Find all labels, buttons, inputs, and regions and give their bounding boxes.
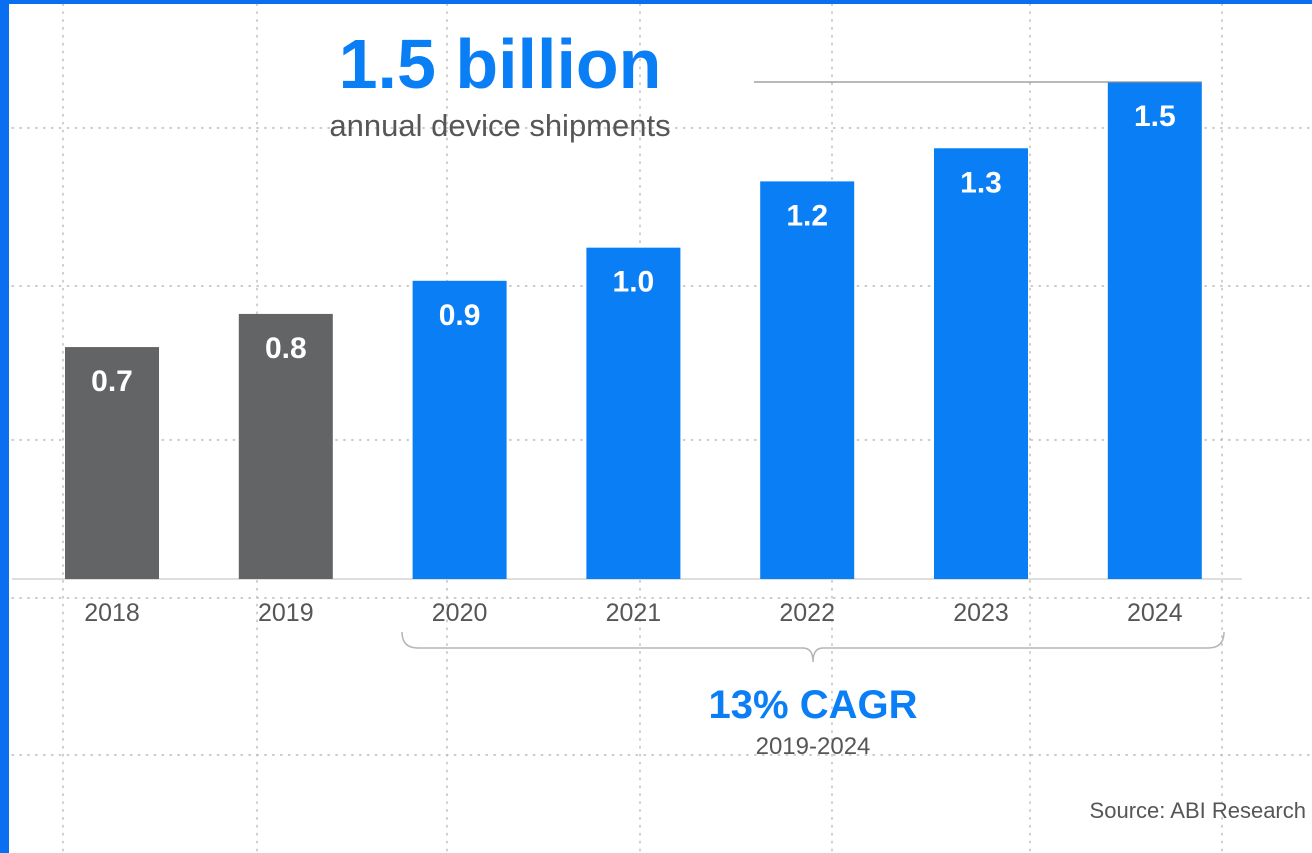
bar-value-label: 1.2: [786, 199, 828, 232]
bar-value-label: 0.8: [265, 332, 307, 365]
annotation-layer: 1.5 billion annual device shipments 13% CA…: [329, 25, 1306, 823]
cagr-label: 13% CAGR: [709, 683, 918, 727]
source-note: Source: ABI Research: [1090, 798, 1306, 823]
x-tick-label: 2020: [432, 599, 488, 627]
bar-value-label: 1.3: [960, 166, 1002, 199]
bars-layer: [65, 82, 1202, 579]
cagr-period: 2019-2024: [756, 733, 871, 760]
x-tick-label: 2018: [84, 599, 140, 627]
x-tick-label: 2022: [779, 599, 835, 627]
x-tick-label: 2023: [953, 599, 1009, 627]
bar-2018: [65, 347, 159, 579]
chart-subtitle: annual device shipments: [329, 108, 670, 143]
bar-2024: [1107, 82, 1202, 579]
bar-2021: [586, 247, 681, 579]
bar-2019: [238, 313, 333, 579]
cagr-brace: [401, 631, 1225, 663]
x-tick-label: 2019: [258, 599, 314, 627]
bar-2022: [760, 181, 855, 579]
bar-value-label: 1.0: [613, 266, 655, 299]
bar-2020: [412, 280, 507, 579]
frame-left-edge: [0, 0, 9, 853]
frame-top-edge: [0, 0, 1312, 4]
labels-layer: 0.7 2018 0.8 2019 0.9 2020 1.0 2021 1.2 2022 1.3 20…: [84, 100, 1183, 627]
x-tick-label: 2021: [606, 599, 662, 627]
bar-2023: [934, 148, 1028, 579]
chart-title: 1.5 billion: [339, 25, 662, 103]
bar-value-label: 1.5: [1134, 100, 1176, 133]
bar-value-label: 0.9: [439, 299, 481, 332]
bar-value-label: 0.7: [91, 365, 133, 398]
x-tick-label: 2024: [1127, 599, 1183, 627]
